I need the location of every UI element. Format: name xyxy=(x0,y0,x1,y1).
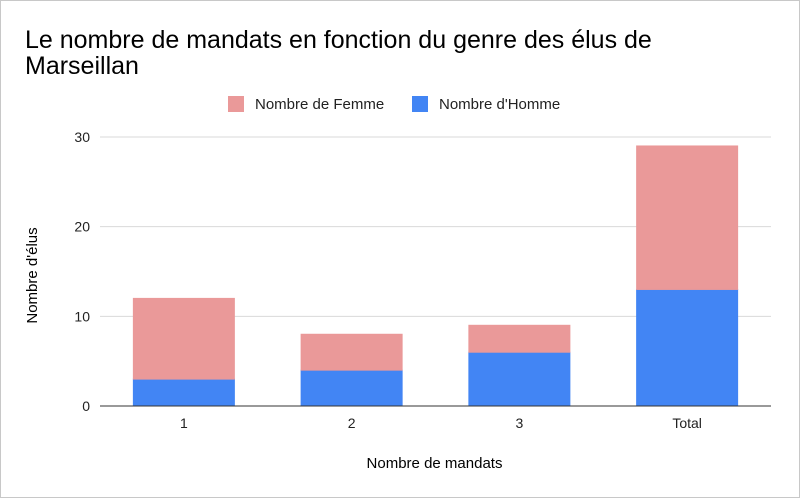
bar-homme-2 xyxy=(300,369,403,407)
x-tick-label: 2 xyxy=(348,415,356,431)
y-tick-label: 0 xyxy=(82,398,90,414)
x-tick-label: 1 xyxy=(180,415,188,431)
bar-femme-1 xyxy=(132,297,235,380)
bar-homme-total xyxy=(636,288,739,407)
x-axis-title: Nombre de mandats xyxy=(367,455,503,472)
y-tick-label: 10 xyxy=(74,308,90,324)
chart-title: Le nombre de mandats en fonction du genr… xyxy=(25,26,652,80)
bar-femme-2 xyxy=(300,333,403,371)
legend: Nombre de Femme Nombre d'Homme xyxy=(228,96,560,113)
x-tick-label: 3 xyxy=(515,415,523,431)
bar-femme-3 xyxy=(468,324,571,353)
legend-swatch-homme xyxy=(412,96,428,112)
x-tick-labels: 1 2 3 Total xyxy=(180,415,702,431)
x-tick-label: Total xyxy=(672,415,702,431)
legend-label-homme: Nombre d'Homme xyxy=(439,96,560,113)
y-tick-label: 30 xyxy=(74,129,90,145)
y-axis-title: Nombre d'élus xyxy=(24,227,41,323)
y-tick-labels: 0 10 20 30 xyxy=(74,129,90,414)
legend-label-femme: Nombre de Femme xyxy=(255,96,384,113)
bars-group xyxy=(132,145,739,407)
y-tick-label: 20 xyxy=(74,219,90,235)
bar-homme-1 xyxy=(132,378,235,407)
legend-swatch-femme xyxy=(228,96,244,112)
bar-femme-total xyxy=(636,145,739,290)
bar-homme-3 xyxy=(468,351,571,407)
